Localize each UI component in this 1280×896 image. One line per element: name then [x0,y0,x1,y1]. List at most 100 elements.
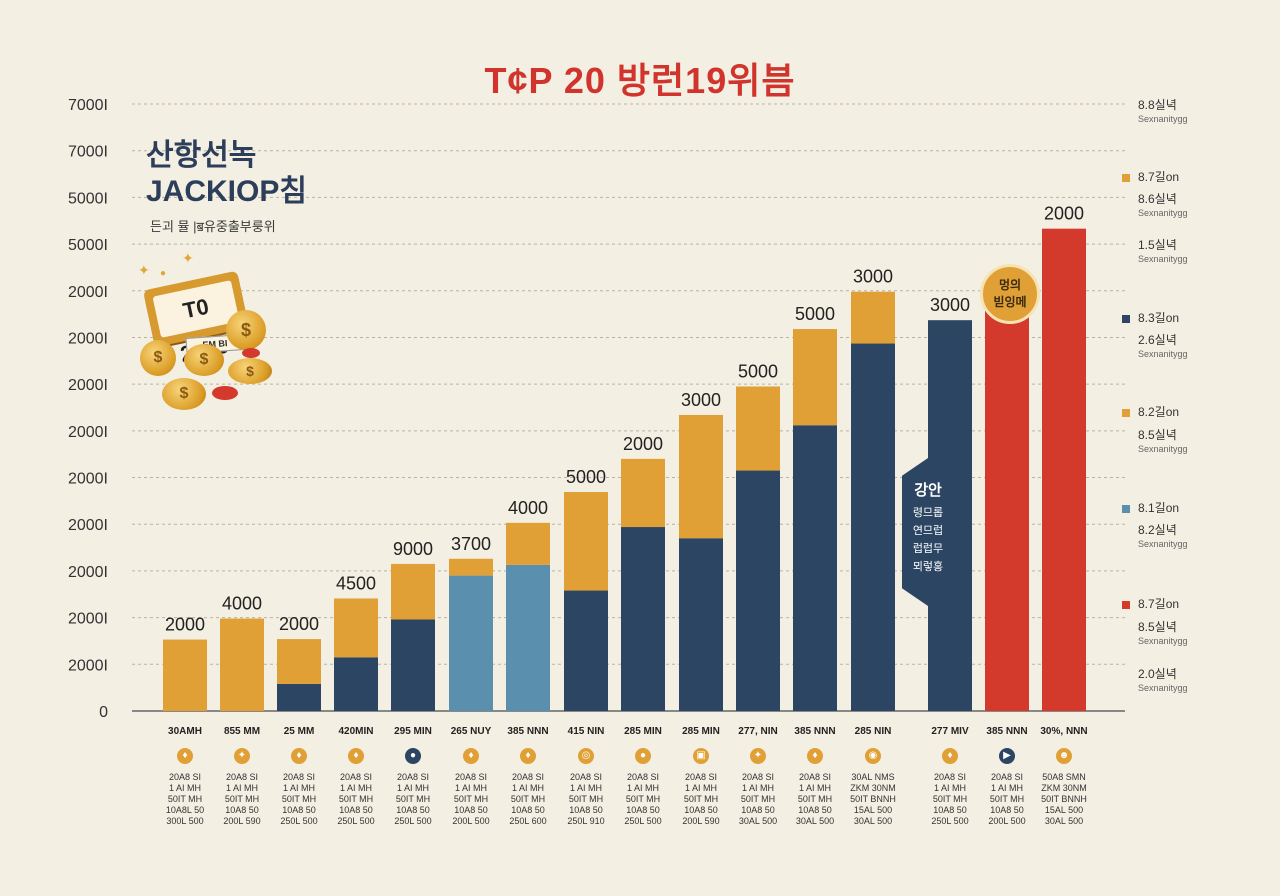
torch-icon: ✦ [750,748,766,764]
footer-column: ♦ 20A8 SI 1 AI MH 50IT MH 10A8 50 250L 500 [922,748,978,827]
footer-line: 50IT MH [224,794,260,804]
footer-line: 1 AI MH [741,783,774,793]
side-legend-entry: 8.8실녁 Sexnanitygg [1122,98,1188,126]
side-legend-entry: 1.5실녁 Sexnanitygg [1122,238,1188,266]
side-legend-entry: 2.0실녁 Sexnanitygg [1122,667,1188,695]
side-legend-entry: 8.2길on [1122,405,1179,419]
footer-line: 1 AI MH [684,783,717,793]
footer-line: 300L 500 [166,816,204,826]
hex-badge-line: 럽럽무 [912,543,944,555]
circle-badge-line: 빋잉메 [993,295,1027,309]
bar-value-label: 2000 [623,434,663,454]
bar-segment-upper [449,558,493,576]
drop-icon: ♦ [807,748,823,764]
bar-segment-lower [391,619,435,711]
bar-segment-upper [506,522,550,565]
footer-line: 10A8 50 [626,805,660,815]
footer-line: 50IT BNNH [850,794,896,804]
footer-line: 50IT MH [281,794,317,804]
legend-subtext: Sexnanitygg [1138,683,1188,693]
footer-line: 50IT BNNH [1041,794,1087,804]
legend-subtext: Sexnanitygg [1138,254,1188,264]
bar-segment-lower [679,538,723,711]
footer-line: 1 AI MH [339,783,372,793]
legend-swatch [1122,196,1130,204]
footer-line: 15AL 500 [1044,805,1084,815]
face-icon: ☻ [1056,748,1072,764]
footer-column: ◉ 30AL NMS ZKM 30NM 50IT BNNH 15AL 500 30AL 5… [845,748,901,827]
footer-line: ZKM 30NM [1041,783,1087,793]
bar-segment-lower [621,527,665,711]
footer-column: ▣ 20A8 SI 1 AI MH 50IT MH 10A8 50 200L 590 [673,748,729,827]
footer-column: ◎ 20A8 SI 1 AI MH 50IT MH 10A8 50 250L 910 [558,748,614,827]
legend-subtext: Sexnanitygg [1138,208,1188,218]
bar-segment-lower [506,564,550,711]
bar-segment-lower [449,575,493,711]
bar-segment-upper [277,639,321,684]
bar-value-label: 2000 [165,615,205,635]
footer-line: 10A8 50 [569,805,603,815]
footer-line: 1 AI MH [626,783,659,793]
legend-subtext: Sexnanitygg [1138,636,1188,646]
side-legend-entry: 8.1길on [1122,501,1179,515]
play-icon: ▶ [999,748,1015,764]
footer-line: 20A8 SI [990,772,1024,782]
footer-line: 250L 910 [567,816,605,826]
footer-line: 50IT MH [167,794,203,804]
bar-segment-upper [163,639,207,711]
chart-title: T¢P 20 방런19위븜 [484,60,796,101]
drop-icon: ♦ [177,748,193,764]
x-tick-label: 265 NUY [451,726,492,737]
circle-badge-line: 멍의 [998,278,1022,292]
y-tick-label: 7000I [68,144,108,161]
circle-badge: 멍의 빋잉메 [980,264,1040,324]
footer-column: ♦ 20A8 SI 1 AI MH 50IT MH 10A8 50 250L 500 [271,748,327,827]
promo-subtitle: 든괴 뮬 |ॿ유중출부룽위 [150,219,276,234]
footer-line: 10A8 50 [990,805,1024,815]
legend-swatch [1122,624,1130,632]
footer-column: ♦ 20A8 SI 1 AI MH 50IT MH 10A8L 50 300L 500 [157,748,213,827]
bar-segment-upper [391,563,435,620]
side-legend-entry: 8.5실녁 Sexnanitygg [1122,428,1188,456]
hex-badge-line: 연므럽 [912,525,944,537]
legend-value: 8.2실녁 [1138,523,1177,537]
legend-subtext: Sexnanitygg [1138,539,1188,549]
footer-line: 50IT MH [568,794,604,804]
hex-badge: 강안 령므롭 연므럽 럽럽무 뫼렇홍 [902,458,954,606]
person-icon: ● [405,748,421,764]
footer-line: 10A8 50 [454,805,488,815]
bar-segment-upper [679,414,723,539]
legend-swatch [1122,337,1130,345]
footer-line: 50IT MH [683,794,719,804]
bar-value-label: 3000 [853,267,893,287]
y-tick-label: 5000I [68,190,108,207]
footer-column: ● 20A8 SI 1 AI MH 50IT MH 10A8 50 250L 500 [385,748,441,827]
chip-icon [242,348,260,358]
bar-segment-upper [220,618,264,711]
footer-line: 50IT MH [797,794,833,804]
x-tick-label: 285 MIN [624,726,662,737]
footer-line: 20A8 SI [511,772,545,782]
footer-line: 20A8 SI [168,772,202,782]
promo-title-line2: JACKIOP침 [146,175,307,208]
hex-badge-line: 뫼렇홍 [912,561,944,573]
footer-line: 1 AI MH [990,783,1023,793]
footer-line: 50IT MH [510,794,546,804]
side-legend-entry: 8.5실녁 Sexnanitygg [1122,620,1188,648]
legend-value: 8.1길on [1138,501,1180,515]
side-legend-entry: 8.6실녁 Sexnanitygg [1122,192,1188,220]
bar-segment-upper [334,598,378,658]
bar-segment-upper [851,291,895,344]
chip-icon [212,386,238,400]
bar-value-label: 4000 [508,498,548,518]
bar-segment-upper [736,386,780,471]
bar-segment-upper [621,458,665,528]
legend-value: 8.7길on [1138,597,1180,611]
footer-line: 10A8 50 [933,805,967,815]
footer-line: 30AL 500 [853,816,893,826]
footer-line: 50IT MH [453,794,489,804]
swirl-icon: ◎ [578,748,594,764]
footer-line: 30AL 500 [1044,816,1084,826]
footer-column: ♦ 20A8 SI 1 AI MH 50IT MH 10A8 50 200L 500 [443,748,499,827]
bar-value-label: 3000 [681,390,721,410]
